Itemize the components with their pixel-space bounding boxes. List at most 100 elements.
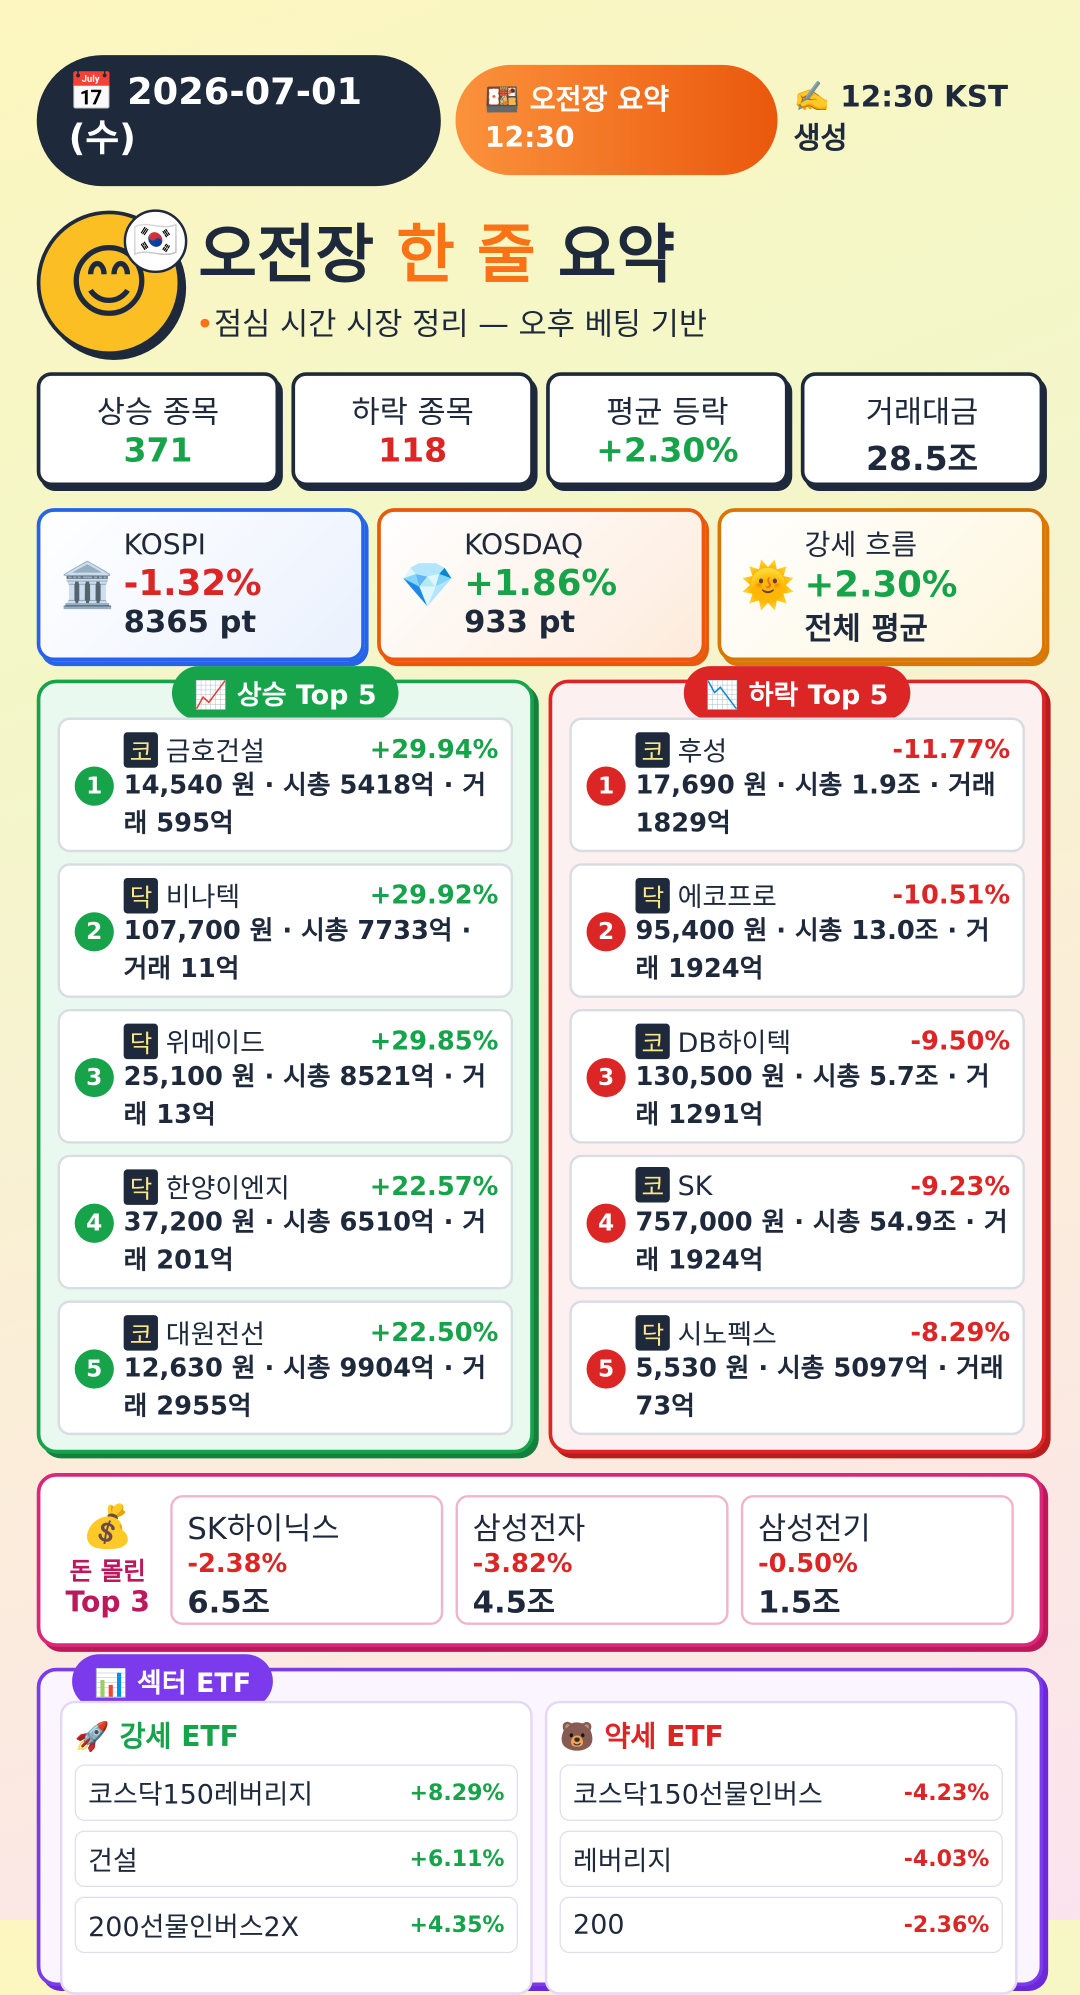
money-name: 삼성전자 [472,1511,586,1547]
generated: ✍️ 12:30 KST 생성 [793,79,1009,156]
etf-column-title: 🐻 약세 ETF [559,1721,724,1754]
etf-panel: 📊 섹터 ETF 🚀 강세 ETF 코스닥150레버리지 +8.29% 건설 +6.11… [36,1654,1044,1995]
stock-head: 코 DB하이텍 [635,1021,1011,1060]
market-chip: 닥 [635,877,671,914]
rank: 1 [74,766,114,806]
stock-change: -9.50% [910,1026,1011,1056]
money-amount: 1.5조 [757,1584,841,1621]
money-card: 삼성전자 -3.82% 4.5조 [455,1495,729,1625]
stock-name: 시노펙스 [677,1320,777,1351]
title-highlight: 한 줄 [396,219,536,293]
index-text: KOSDAQ +1.86% 933 pt [464,530,617,639]
index-level: 933 pt [464,603,576,640]
market-chip: 코 [123,1315,159,1351]
money-change: -2.38% [187,1548,288,1579]
etf-name: 레버리지 [573,1846,673,1878]
index-change: +1.86% [464,562,618,604]
stat-label: 하락 종목 [351,394,474,430]
list-title: 📈 상승 Top 5 [171,666,399,721]
stock-item: 2 닥 비나텍 +29.92% 107,700 원 · 시총 7733억 · 거래 11… [57,863,514,998]
stock-name: DB하이텍 [677,1028,792,1060]
index-change: +2.30% [804,562,958,605]
stock-item: 3 코 DB하이텍 -9.50% 130,500 원 · 시총 5.7조 · 거래 12… [569,1008,1025,1144]
stock-detail: 95,400 원 · 시총 13.0조 · 거래 1924억 [635,915,990,984]
money-card: 삼성전기 -0.50% 1.5조 [740,1495,1014,1625]
stat-value: 28.5조 [866,440,979,479]
stock-name: 대원전선 [165,1320,265,1351]
rank: 2 [74,912,114,952]
date: 📅 2026-07-01 (수) [68,71,363,161]
etf-change: +4.35% [409,1912,505,1938]
index-name: 강세 흐름 [804,529,918,562]
stock-change: +29.92% [369,880,499,910]
rank: 5 [74,1349,114,1389]
market-chip: 닥 [123,1169,159,1205]
market-chip: 닥 [635,1315,671,1351]
stock-detail: 107,700 원 · 시총 7733억 · 거래 11억 [123,915,472,984]
rank: 3 [74,1057,114,1098]
gainers-panel: 📈 상승 Top 5 1 코 금호건설 +29.94% 14,540 원 · 시총 541… [36,666,534,1454]
index-card: 💎 KOSDAQ +1.86% 933 pt [377,508,706,662]
money-change: -0.50% [757,1548,858,1579]
stat-box: 평균 등락 +2.30% [546,372,789,487]
stock-change: +22.50% [369,1317,499,1347]
stock-name: 비나텍 [165,882,241,914]
stat-box: 하락 종목 118 [291,372,534,487]
stock-item: 4 코 SK -9.23% 757,000 원 · 시총 54.9조 · 거래 1924… [569,1154,1025,1290]
stock-item: 5 닥 시노펙스 -8.29% 5,530 원 · 시총 5097억 · 거래 73억 [569,1300,1025,1436]
stock-head: 닥 비나텍 [123,876,499,914]
stock-name: 금호건설 [165,737,265,768]
stock-head: 코 SK [635,1166,1011,1204]
subtitle: •점심 시간 시장 정리 — 오후 베팅 기반 [195,306,708,342]
title-part: 오전장 [198,219,375,293]
money-amount: 6.5조 [187,1584,270,1621]
stock-detail: 5,530 원 · 시총 5097억 · 거래 73억 [635,1353,1004,1421]
stock-detail: 17,690 원 · 시총 1.9조 · 거래 1829억 [635,770,996,838]
stat-box: 상승 종목 371 [36,372,280,487]
etf-name: 코스닥150레버리지 [88,1780,314,1812]
money-panel: 💰 돈 몰린 Top 3 SK하이닉스 -2.38% 6.5조 삼성전자 -3.82% 4.5… [36,1473,1044,1647]
etf-title: 📊 섹터 ETF [72,1654,274,1709]
flag: 🇰🇷 [123,209,188,274]
etf-name: 코스닥150선물인버스 [573,1780,823,1812]
market-chip: 코 [635,1166,671,1203]
money-label-2: Top 3 [65,1586,150,1619]
stat-value: 371 [123,432,193,471]
stock-head: 코 대원전선 [123,1313,499,1351]
etf-change: -4.23% [903,1779,990,1806]
money-label-1: 돈 몰린 [69,1555,146,1586]
etf-name: 건설 [88,1846,138,1878]
etf-change: +8.29% [409,1779,505,1806]
stat-label: 상승 종목 [96,394,220,430]
money-name: SK하이닉스 [187,1511,340,1547]
money-label: 💰 돈 몰린 Top 3 [58,1502,158,1618]
rank: 3 [586,1057,626,1098]
etf-column-title: 🚀 강세 ETF [74,1721,239,1754]
date-pill: 📅 2026-07-01 (수) [36,55,441,187]
stock-head: 코 후성 [635,730,1011,768]
index-text: KOSPI -1.32% 8365 pt [124,530,262,639]
etf-column: 🚀 강세 ETF 코스닥150레버리지 +8.29% 건설 +6.11% 200선물인버스… [60,1700,533,1995]
stock-detail: 757,000 원 · 시총 54.9조 · 거래 1924억 [635,1207,1008,1275]
indices: 🏛️ KOSPI -1.32% 8365 pt 💎 KOSDAQ +1.86% 933 pt 🌞… [36,508,1046,662]
rank: 5 [586,1349,626,1389]
money-change: -3.82% [472,1548,573,1579]
stock-name: SK [677,1171,713,1203]
index-icon: 🌞 [740,560,796,611]
stats: 상승 종목 371 하락 종목 118 평균 등락 +2.30% 거래대금 28.5조 [36,372,1044,487]
index-level: 전체 평균 [804,610,928,646]
stock-detail: 130,500 원 · 시총 5.7조 · 거래 1291억 [635,1061,990,1129]
etf-name: 200선물인버스2X [88,1912,300,1944]
etf-row: 코스닥150선물인버스 -4.23% [559,1764,1003,1821]
rank: 1 [586,766,626,806]
stock-change: -9.23% [910,1171,1011,1202]
stock-head: 닥 위메이드 [123,1021,499,1060]
etf-row: 200선물인버스2X +4.35% [74,1896,518,1954]
stat-value: 118 [378,432,448,471]
stock-detail: 37,200 원 · 시총 6510억 · 거래 201억 [123,1207,487,1275]
stock-item: 4 닥 한양이엔지 +22.57% 37,200 원 · 시총 6510억 · 거래 2… [57,1154,514,1290]
etf-column: 🐻 약세 ETF 코스닥150선물인버스 -4.23% 레버리지 -4.03% 200 -2… [544,1700,1018,1995]
etf-row: 레버리지 -4.03% [559,1830,1003,1887]
stat-label: 거래대금 [865,394,979,430]
